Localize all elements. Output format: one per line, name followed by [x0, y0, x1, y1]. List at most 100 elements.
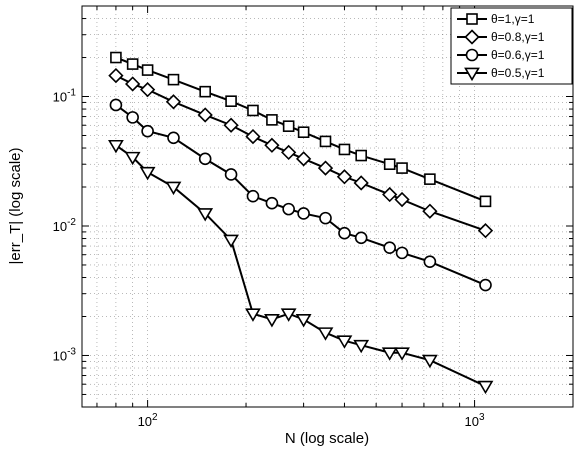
legend: θ=1,γ=1 θ=0.8,γ=1 θ=0.6,γ=1 θ=0.5,γ=1: [450, 7, 573, 85]
data-point: [139, 82, 156, 98]
data-point: [125, 76, 141, 92]
legend-marker: [464, 67, 480, 82]
series-layer: [108, 51, 494, 395]
data-point: [245, 308, 261, 322]
data-point: [479, 278, 492, 292]
y-tick-label-base: 10: [53, 90, 67, 105]
data-point: [108, 139, 124, 154]
data-point: [197, 208, 214, 222]
y-tick-label-base: 10: [53, 219, 67, 234]
data-point: [199, 85, 211, 98]
data-point: [281, 144, 297, 161]
data-point: [422, 203, 438, 219]
series-3: [109, 98, 492, 292]
data-point: [297, 126, 310, 139]
data-point: [198, 152, 212, 166]
data-point: [295, 151, 312, 167]
data-point: [141, 64, 154, 76]
x-tick-label: 102: [138, 412, 158, 429]
legend-label: θ=0.6,γ=1: [491, 48, 545, 62]
data-point: [421, 354, 438, 369]
data-point: [383, 241, 396, 254]
data-point: [110, 51, 122, 64]
data-point: [167, 73, 180, 86]
data-point: [319, 211, 332, 225]
x-tick-label-base: 10: [465, 414, 479, 429]
legend-entry: θ=0.8,γ=1: [457, 29, 545, 45]
data-point: [165, 94, 182, 110]
y-tick-label-exponent: -3: [67, 346, 76, 357]
data-point: [338, 143, 351, 156]
data-point: [225, 95, 237, 107]
legend-marker: [464, 29, 480, 45]
data-point: [353, 175, 369, 191]
legend-label: θ=0.8,γ=1: [491, 30, 545, 44]
data-point: [139, 166, 156, 181]
data-point: [282, 202, 295, 216]
data-point: [479, 195, 492, 208]
y-tick-label: 10-2: [53, 217, 77, 234]
x-tick-label-exponent: 2: [152, 412, 158, 423]
data-point: [317, 327, 334, 341]
legend-entry: θ=1,γ=1: [457, 12, 535, 26]
data-point: [245, 128, 261, 145]
data-point: [165, 181, 182, 196]
y-axis-label: |err_T| (log scale): [7, 148, 24, 265]
data-point: [280, 308, 297, 322]
data-point: [297, 207, 310, 220]
series-1: [110, 51, 492, 208]
data-point: [223, 117, 239, 133]
data-point: [383, 158, 396, 171]
y-tick-label-exponent: -2: [67, 217, 76, 228]
data-point: [224, 168, 238, 181]
data-point: [264, 314, 280, 328]
data-point: [336, 335, 353, 349]
data-point: [141, 124, 154, 138]
data-point: [396, 162, 408, 174]
x-axis-label: N (log scale): [285, 430, 369, 447]
x-tick-label: 103: [465, 412, 485, 429]
data-point: [394, 191, 410, 208]
data-point: [319, 135, 332, 148]
data-point: [282, 120, 295, 132]
legend-entry: θ=0.5,γ=1: [457, 66, 545, 82]
legend-marker: [466, 13, 478, 25]
legend-label: θ=1,γ=1: [491, 12, 535, 26]
series-4: [108, 139, 494, 395]
data-point: [353, 339, 370, 354]
y-tick-label-exponent: -1: [67, 88, 76, 99]
legend-label: θ=0.5,γ=1: [491, 66, 545, 80]
data-point: [338, 226, 351, 240]
data-point: [317, 160, 334, 176]
data-point: [354, 231, 368, 245]
data-point: [124, 151, 141, 166]
y-tick-label-base: 10: [53, 348, 67, 363]
data-point: [223, 234, 239, 249]
y-tick-label: 10-3: [53, 346, 77, 363]
plot-area-frame: [81, 5, 574, 408]
data-point: [336, 169, 353, 185]
data-point: [246, 189, 260, 203]
data-point: [264, 137, 280, 153]
data-point: [266, 114, 278, 126]
series-2: [108, 67, 494, 239]
legend-marker: [465, 48, 479, 62]
data-point: [295, 314, 312, 328]
data-point: [394, 347, 410, 361]
data-point: [423, 255, 437, 268]
data-point: [126, 58, 139, 70]
data-point: [109, 98, 123, 112]
data-point: [126, 111, 139, 124]
data-point: [247, 104, 259, 117]
x-tick-label-base: 10: [138, 414, 152, 429]
data-point: [477, 223, 494, 239]
data-point: [108, 67, 124, 84]
data-point: [477, 380, 494, 395]
data-point: [265, 196, 279, 210]
data-point: [355, 149, 367, 162]
data-point: [382, 186, 398, 203]
data-point: [424, 173, 436, 185]
data-point: [167, 131, 180, 145]
